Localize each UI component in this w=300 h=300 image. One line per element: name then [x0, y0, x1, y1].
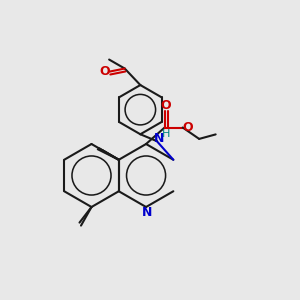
Text: H: H — [162, 129, 171, 139]
Text: O: O — [161, 99, 172, 112]
Text: N: N — [142, 206, 153, 219]
Text: N: N — [154, 132, 164, 145]
Text: O: O — [99, 65, 110, 78]
Text: O: O — [182, 121, 193, 134]
